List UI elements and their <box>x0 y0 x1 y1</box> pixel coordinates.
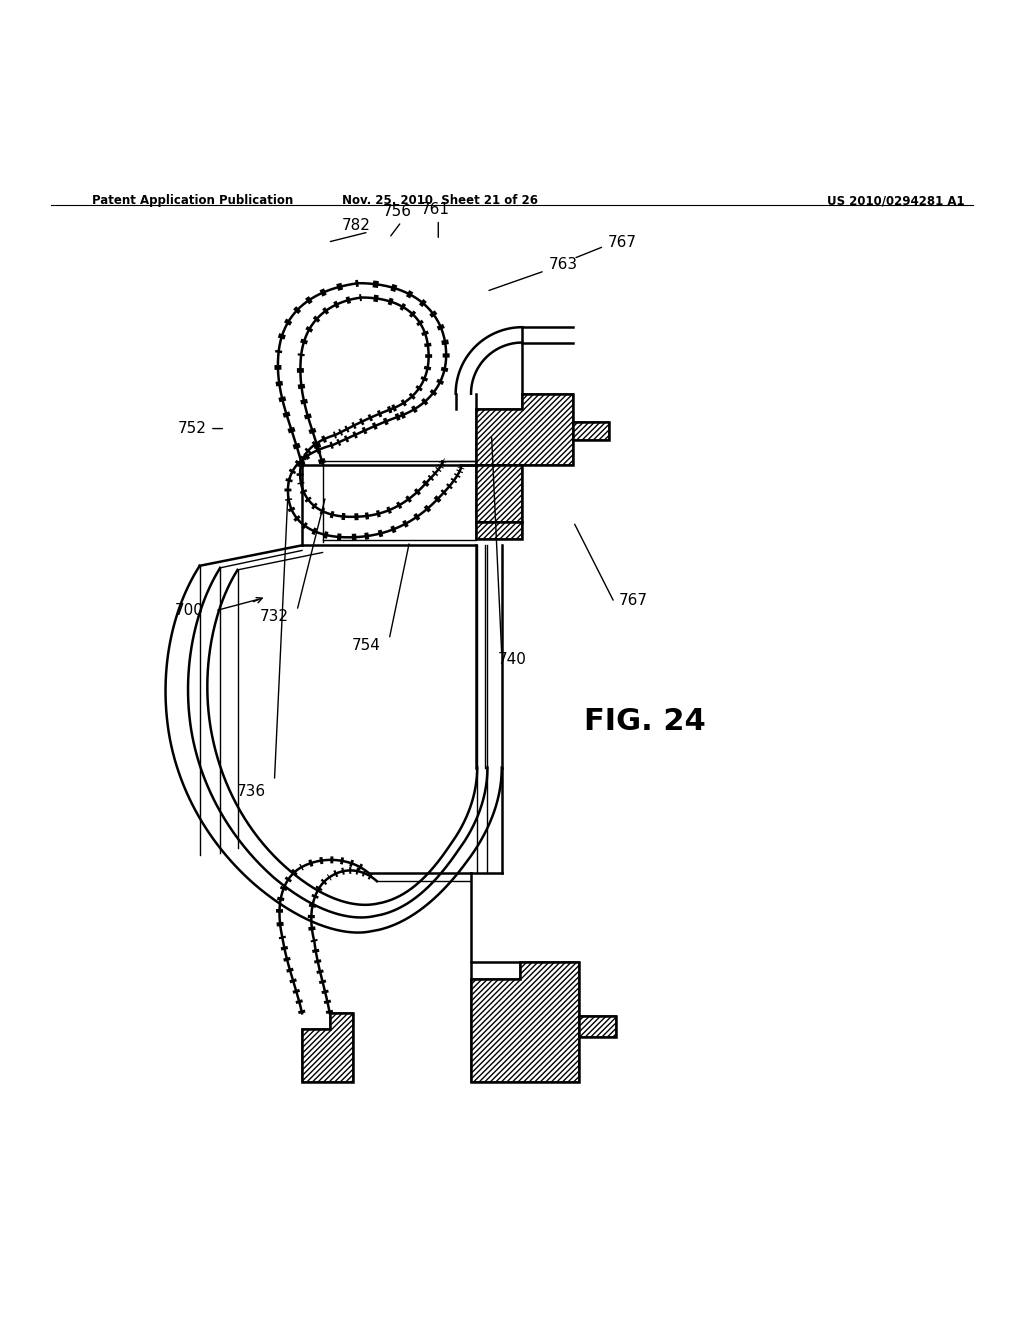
Text: Nov. 25, 2010  Sheet 21 of 26: Nov. 25, 2010 Sheet 21 of 26 <box>342 194 539 207</box>
Text: 754: 754 <box>352 638 381 653</box>
Text: 767: 767 <box>618 593 647 609</box>
Polygon shape <box>471 962 579 1082</box>
Polygon shape <box>302 1014 353 1082</box>
Polygon shape <box>579 1016 616 1036</box>
Text: 761: 761 <box>421 202 450 216</box>
Text: 763: 763 <box>549 257 578 272</box>
Polygon shape <box>476 393 573 466</box>
Polygon shape <box>476 466 522 521</box>
Polygon shape <box>573 422 609 440</box>
Text: US 2010/0294281 A1: US 2010/0294281 A1 <box>827 194 965 207</box>
Text: Patent Application Publication: Patent Application Publication <box>92 194 294 207</box>
Text: 700: 700 <box>175 603 204 618</box>
Text: 752: 752 <box>178 421 207 436</box>
Text: 740: 740 <box>498 652 526 668</box>
Text: 767: 767 <box>608 235 637 249</box>
Text: 732: 732 <box>260 610 289 624</box>
Polygon shape <box>476 521 522 539</box>
Text: FIG. 24: FIG. 24 <box>585 708 706 737</box>
Text: 736: 736 <box>237 784 265 799</box>
Text: 756: 756 <box>383 205 412 219</box>
Text: 782: 782 <box>342 218 371 234</box>
